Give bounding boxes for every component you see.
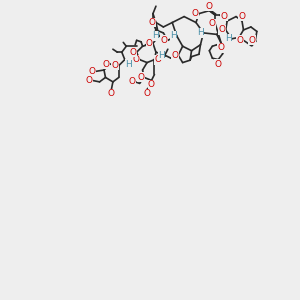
Text: H: H [170,32,177,40]
Text: O: O [133,55,140,64]
Text: O: O [137,73,144,82]
Text: O: O [220,12,227,21]
Text: O: O [218,43,225,52]
Text: O: O [161,36,168,45]
Text: O: O [148,80,155,89]
Text: O: O [206,2,213,10]
Text: O: O [154,55,161,64]
Text: O: O [208,20,215,28]
Text: H: H [225,34,232,43]
Text: O: O [88,67,95,76]
Text: O: O [192,9,199,18]
Text: O: O [112,61,119,70]
Text: H: H [158,51,165,60]
Text: O: O [171,51,178,60]
Text: O: O [236,36,244,45]
Text: O: O [143,89,151,98]
Text: O: O [146,39,153,48]
Text: H: H [152,32,159,40]
Text: O: O [219,26,226,34]
Text: O: O [130,48,136,57]
Text: H: H [125,60,132,69]
Text: O: O [128,77,135,86]
Text: O: O [248,36,255,45]
Text: O: O [85,76,92,85]
Text: O: O [238,12,245,21]
Text: H: H [197,28,203,38]
Text: O: O [149,18,156,27]
Text: O: O [108,89,115,98]
Text: O: O [103,60,110,69]
Text: O: O [215,60,222,69]
